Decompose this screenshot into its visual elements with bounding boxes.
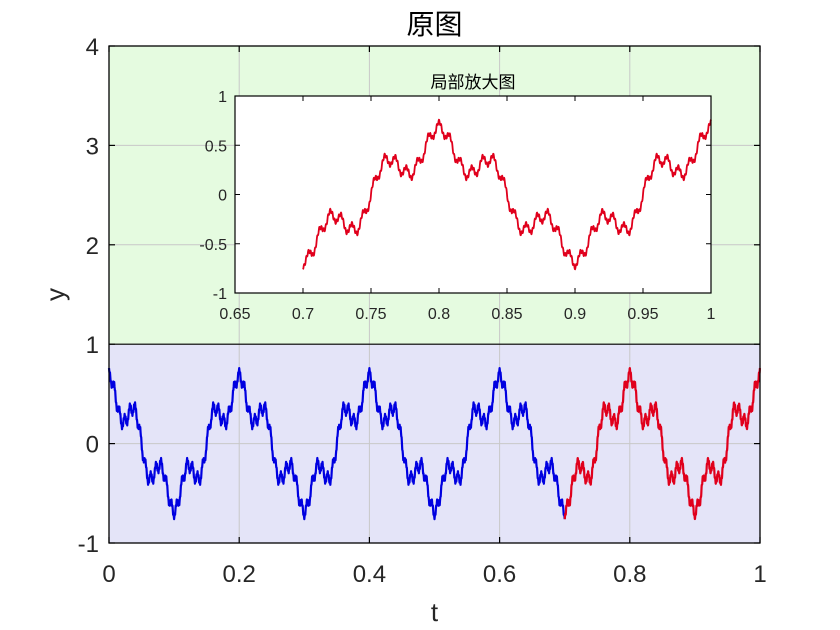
chart-title: 原图 [406,8,462,41]
inset-x-tick-label: 0.95 [627,306,658,323]
main-plot-frame [108,45,761,544]
x-tick-label: 0.2 [223,561,256,588]
inset-x-tick-label: 0.75 [355,306,386,323]
x-tick-label: 0.6 [483,561,516,588]
inset-y-tick-label: 1 [218,89,227,106]
inset-x-tick-label: 0.85 [491,306,522,323]
inset-x-tick-labels: 0.65 0.7 0.75 0.8 0.85 0.9 0.95 1 [219,306,715,323]
main-series [107,366,762,521]
inset-background [235,96,711,293]
inset-y-tick-label: -0.5 [199,237,227,254]
inset-y-tick-label: 0.5 [205,138,227,155]
inset-series [302,118,712,271]
inset-y-tick-label: 0 [218,188,227,205]
inset-x-tick-label: 0.8 [428,306,450,323]
inset-x-tick-label: 0.9 [564,306,586,323]
inset-y-tick-label: -1 [213,286,227,303]
inset-x-tick-label: 1 [707,306,716,323]
series-line-0 [107,366,566,521]
y-tick-label: -1 [78,531,99,558]
y-tick-label: 0 [86,432,99,459]
x-tick-label: 0 [102,561,115,588]
y-tick-label: 4 [86,34,99,61]
inset-title: 局部放大图 [431,73,516,93]
y-tick-label: 1 [86,332,99,359]
y-tick-label: 2 [86,233,99,260]
inset-ticks [234,95,712,294]
main-x-tick-labels: 0 0.2 0.4 0.6 0.8 1 [102,561,766,588]
series-line-1 [563,367,762,521]
inset-y-tick-labels: -1 -0.5 0 0.5 1 [199,89,227,303]
x-tick-label: 0.8 [613,561,646,588]
inset-series-line-0 [302,118,712,271]
main-y-tick-labels: -1 0 1 2 3 4 [78,34,99,558]
main-ticks [108,45,761,544]
x-tick-label: 0.4 [353,561,386,588]
x-tick-label: 1 [753,561,766,588]
inset-x-tick-label: 0.65 [219,306,250,323]
x-axis-label: t [431,597,439,627]
inset-x-tick-label: 0.7 [292,306,314,323]
y-axis-label: y [40,288,70,301]
y-tick-label: 3 [86,133,99,160]
